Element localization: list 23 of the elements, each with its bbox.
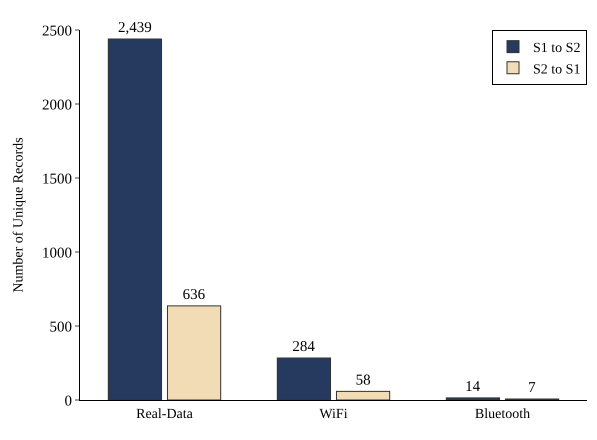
bar <box>276 357 332 400</box>
data-label: 7 <box>528 380 536 396</box>
data-label: 58 <box>356 372 371 388</box>
y-axis-title: Number of Unique Records <box>12 137 27 293</box>
y-tick-label: 1000 <box>42 245 72 262</box>
y-tick-label: 1500 <box>42 171 72 188</box>
data-label: 14 <box>465 378 481 395</box>
bar <box>108 38 162 400</box>
x-tick-label: WiFi <box>319 406 348 422</box>
y-tick-label: 2500 <box>42 23 72 40</box>
data-label: 636 <box>182 286 206 303</box>
bar <box>166 305 222 400</box>
x-tick-label: Bluetooth <box>474 406 530 422</box>
bar <box>336 390 390 400</box>
x-tick-label: Real-Data <box>136 406 194 422</box>
y-tick-label: 2000 <box>42 97 72 114</box>
legend-label: S1 to S2 <box>533 41 580 56</box>
data-label: 284 <box>292 338 316 355</box>
legend-label: S2 to S1 <box>533 62 580 78</box>
bar <box>446 397 500 400</box>
y-tick-label: 500 <box>50 319 72 336</box>
y-tick-label: 0 <box>64 393 72 410</box>
data-label: 2,439 <box>118 20 152 36</box>
